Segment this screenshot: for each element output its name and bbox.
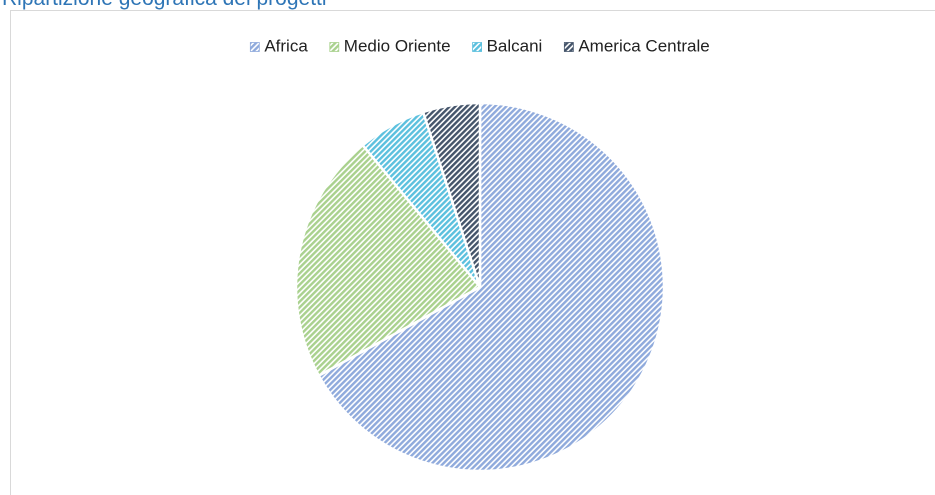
pie-slice xyxy=(421,101,482,288)
pie-slice xyxy=(294,143,482,378)
chart-title: Ripartizione geografica dei progetti xyxy=(2,0,327,10)
legend-marker xyxy=(249,42,260,52)
pie-slice xyxy=(317,101,666,473)
legend-label: Medio Oriente xyxy=(344,36,451,55)
legend: Africa Medio Oriente Balcani America Centra… xyxy=(249,36,710,55)
legend-marker xyxy=(472,42,482,52)
legend-label: America Centrale xyxy=(578,36,709,55)
legend-label: Balcani xyxy=(487,36,543,55)
legend-marker xyxy=(563,42,574,52)
title-backdrop xyxy=(0,0,480,10)
legend-label: Africa xyxy=(264,36,308,55)
legend-marker xyxy=(329,42,340,52)
